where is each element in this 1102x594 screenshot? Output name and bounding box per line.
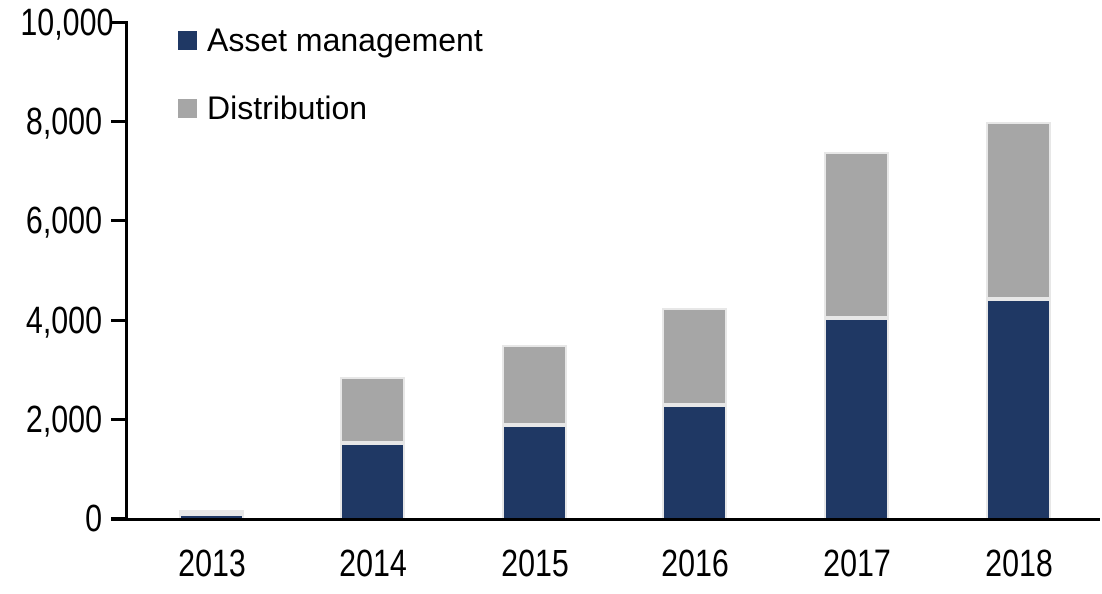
x-axis-category-label: 2014 — [338, 543, 407, 585]
y-axis-tick — [111, 219, 125, 222]
y-axis-tick — [111, 120, 125, 123]
bar-segment-distribution-2017 — [824, 151, 889, 319]
x-axis-line — [111, 518, 1100, 521]
bar-segment-asset-management-2014 — [340, 443, 405, 519]
bar-segment-asset-management-2017 — [824, 318, 889, 519]
y-axis-tick — [111, 21, 125, 24]
bar-segment-distribution-2015 — [502, 345, 567, 425]
y-axis-tick-label: 8,000 — [25, 101, 102, 143]
bar-segment-distribution-2018 — [986, 122, 1051, 300]
y-axis-line — [125, 21, 128, 521]
x-axis-category-label: 2015 — [500, 543, 569, 585]
y-axis-tick-label: 6,000 — [25, 200, 102, 242]
y-axis-tick-label: 2,000 — [25, 399, 102, 441]
x-axis-category-label: 2017 — [822, 543, 891, 585]
legend-item-asset-management: Asset management — [178, 22, 483, 58]
y-axis-tick — [111, 418, 125, 421]
y-axis-tick — [111, 319, 125, 322]
bar-segment-distribution-2013 — [179, 510, 244, 515]
legend-label-asset-management: Asset management — [207, 22, 483, 58]
bar-segment-asset-management-2018 — [986, 299, 1051, 519]
legend-swatch-asset-management — [178, 30, 197, 50]
legend-item-distribution: Distribution — [178, 90, 368, 126]
bar-segment-asset-management-2016 — [662, 404, 727, 519]
x-axis-category-label: 2016 — [660, 543, 729, 585]
y-axis-tick-label: 4,000 — [25, 300, 102, 342]
y-axis-tick-label: 10,000 — [20, 2, 114, 44]
bar-segment-distribution-2016 — [662, 308, 727, 405]
x-axis-category-label: 2013 — [177, 543, 246, 585]
bar-segment-asset-management-2013 — [179, 514, 244, 519]
bar-segment-distribution-2014 — [340, 377, 405, 444]
bar-segment-asset-management-2015 — [502, 424, 567, 519]
legend-label-distribution: Distribution — [207, 90, 368, 126]
x-axis-category-label: 2018 — [984, 543, 1053, 585]
y-axis-tick-label: 0 — [85, 498, 102, 540]
legend-swatch-distribution — [178, 98, 197, 118]
